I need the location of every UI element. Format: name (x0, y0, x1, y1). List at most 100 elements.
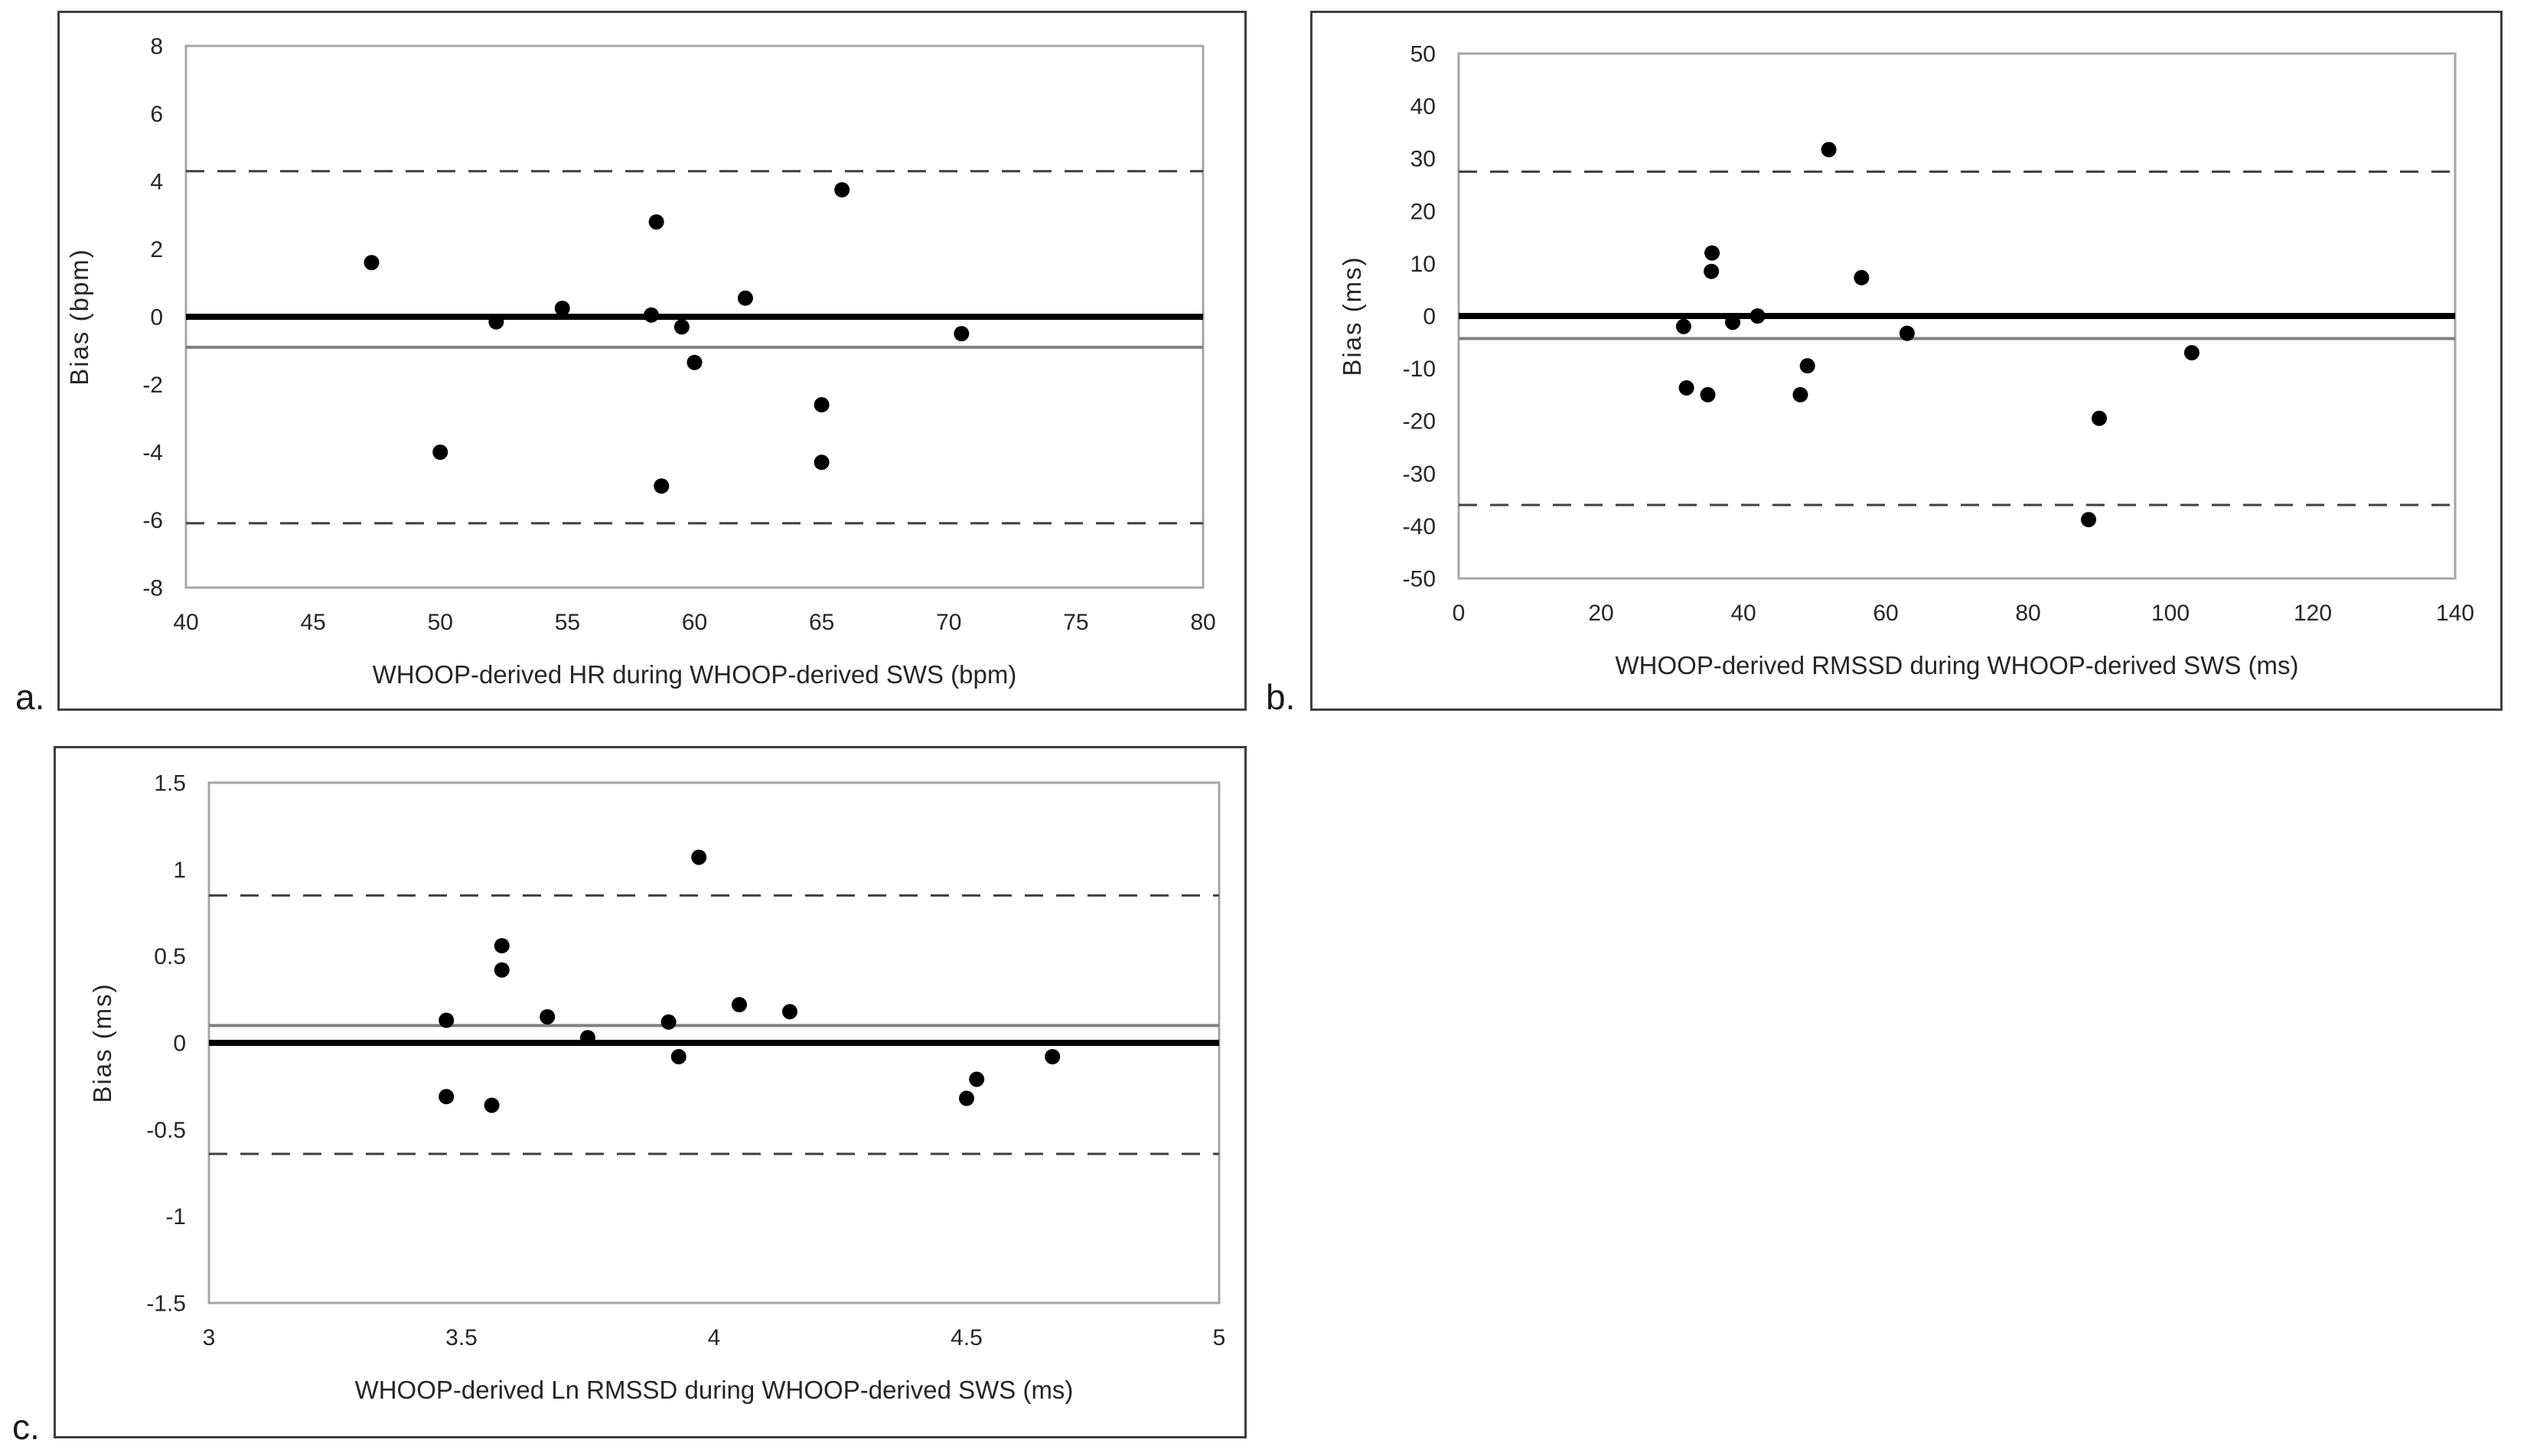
x-axis-title: WHOOP-derived Ln RMSSD during WHOOP-deri… (355, 1376, 1074, 1404)
x-tick-label: 60 (1873, 601, 1898, 626)
y-tick-label: -4 (142, 441, 163, 466)
x-tick-label: 4.5 (951, 1325, 983, 1350)
y-tick-label: -1 (165, 1204, 186, 1230)
panel-c: 1.5 1 0.5 0 -0.5 -1 -1.5 3 3.5 4 4.5 5 WHOOP-derived… (54, 746, 1247, 1438)
y-tick-label: 20 (1410, 199, 1436, 224)
data-point (1675, 318, 1691, 334)
data-point (554, 300, 570, 316)
data-point (969, 1071, 985, 1087)
data-point (959, 1090, 974, 1106)
y-tick-label: 0 (173, 1031, 186, 1057)
data-point (737, 290, 753, 306)
data-point (1750, 308, 1766, 324)
y-tick-label: -10 (1403, 357, 1436, 382)
data-point (439, 1012, 455, 1028)
y-tick-label: 50 (1410, 42, 1436, 67)
y-tick-label: -8 (142, 576, 163, 601)
chart-a-bland-altman-hr: 8 6 4 2 0 -2 -4 -6 -8 40 45 50 55 60 65 70 75 80 WHOOP-der… (65, 34, 1216, 689)
panel-label-c: c. (12, 1407, 40, 1447)
x-tick-label: 65 (809, 610, 834, 635)
data-point (1799, 358, 1815, 374)
x-tick-label: 0 (1453, 601, 1466, 626)
y-tick-label: 8 (150, 34, 163, 60)
x-axis-title: WHOOP-derived RMSSD during WHOOP-derived… (1616, 651, 2299, 679)
data-point (580, 1030, 595, 1046)
y-tick-label: 0.5 (154, 944, 186, 969)
data-point (540, 1009, 556, 1024)
y-tick-label: 0 (1423, 305, 1436, 330)
data-point (644, 307, 660, 323)
y-axis-title: Bias (ms) (1338, 256, 1366, 376)
x-tick-label: 50 (428, 610, 453, 635)
data-point (660, 1014, 677, 1030)
x-tick-label: 40 (173, 610, 198, 635)
data-point (432, 445, 448, 460)
y-tick-label: 4 (150, 170, 163, 195)
data-point (670, 1049, 686, 1065)
data-point (732, 997, 747, 1013)
data-point (814, 454, 830, 471)
y-tick-label: 0 (150, 305, 163, 331)
data-point (954, 326, 970, 342)
data-point (488, 314, 504, 330)
x-tick-label: 120 (2294, 601, 2332, 626)
panel-label-b: b. (1266, 677, 1296, 717)
y-tick-label: -20 (1403, 409, 1436, 435)
data-point (1678, 379, 1694, 396)
data-point (686, 354, 703, 370)
x-axis-title: WHOOP-derived HR during WHOOP-derived SW… (373, 660, 1017, 689)
y-tick-label: 6 (150, 102, 163, 127)
data-point (439, 1089, 455, 1105)
data-point (691, 849, 707, 865)
data-point (1792, 386, 1808, 402)
data-point (648, 214, 664, 230)
y-tick-label: 40 (1410, 94, 1436, 119)
data-point (1045, 1049, 1061, 1065)
data-point (2081, 512, 2097, 528)
panel-label-a: a. (15, 677, 45, 717)
data-point (2183, 345, 2200, 361)
x-tick-label: 80 (2015, 601, 2040, 626)
x-tick-label: 5 (1213, 1325, 1226, 1350)
x-tick-label: 40 (1730, 601, 1756, 626)
data-point (654, 478, 670, 494)
x-tick-label: 100 (2151, 601, 2190, 626)
y-tick-label: -0.5 (146, 1118, 186, 1143)
y-tick-label: 30 (1410, 147, 1436, 172)
y-axis-title: Bias (ms) (88, 982, 116, 1103)
x-tick-label: 140 (2436, 601, 2474, 626)
data-point (364, 255, 380, 271)
data-point (782, 1004, 797, 1020)
data-point (1704, 245, 1720, 261)
y-tick-label: 1 (173, 858, 186, 883)
data-point (673, 319, 690, 335)
x-tick-label: 55 (555, 610, 580, 635)
data-point (1821, 142, 1837, 158)
y-tick-label: 1.5 (154, 771, 186, 796)
data-point (1700, 386, 1716, 402)
x-tick-label: 70 (936, 610, 961, 635)
y-tick-label: 2 (150, 237, 163, 262)
data-point (484, 1097, 500, 1113)
x-tick-label: 80 (1190, 610, 1215, 635)
x-tick-label: 3.5 (445, 1325, 478, 1350)
y-tick-label: -40 (1403, 514, 1436, 539)
x-tick-label: 60 (682, 610, 707, 635)
data-point (834, 182, 850, 198)
y-tick-label: -50 (1403, 567, 1436, 592)
x-tick-label: 75 (1063, 610, 1088, 635)
data-point (814, 397, 830, 413)
y-tick-label: -6 (142, 508, 163, 533)
x-tick-label: 20 (1588, 601, 1613, 626)
data-point (1899, 325, 1915, 341)
y-tick-label: -30 (1403, 461, 1436, 487)
data-point (494, 938, 510, 954)
x-tick-label: 3 (203, 1325, 216, 1350)
y-tick-label: 10 (1410, 252, 1436, 277)
chart-c-bland-altman-ln-rmssd: 1.5 1 0.5 0 -0.5 -1 -1.5 3 3.5 4 4.5 5 WHOOP-derived… (88, 771, 1226, 1405)
data-point (1854, 269, 1870, 285)
data-point (1725, 314, 1741, 331)
y-tick-label: -2 (142, 373, 163, 398)
